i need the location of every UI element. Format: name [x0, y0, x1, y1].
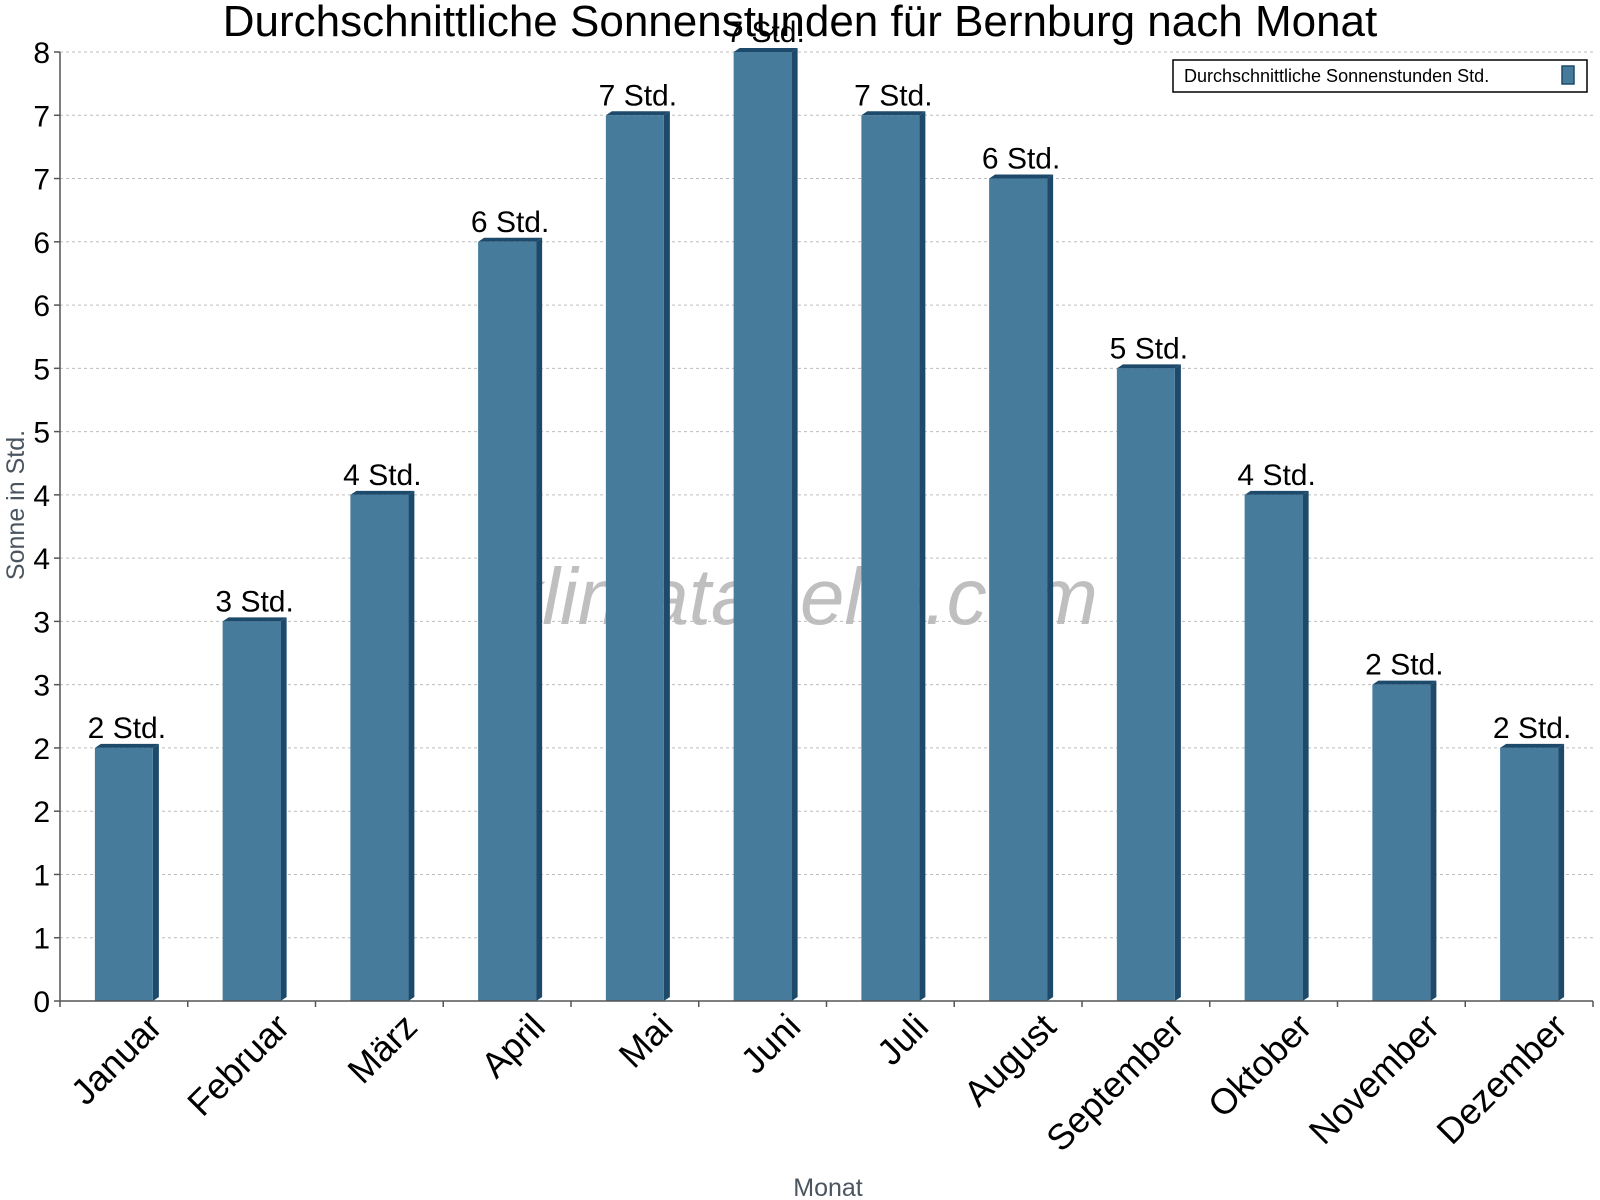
bar-side [663, 111, 670, 1002]
bar [861, 115, 920, 1002]
bar-side [1174, 364, 1181, 1001]
data-label: 2 Std. [88, 712, 166, 745]
chart-title: Durchschnittliche Sonnenstunden für Bern… [223, 0, 1377, 46]
bar-side [408, 490, 415, 1001]
data-label: 4 Std. [1237, 459, 1315, 492]
bar-top [478, 237, 543, 242]
data-label: 2 Std. [1365, 649, 1443, 682]
x-tick-label: Juni [733, 1006, 809, 1082]
data-label: 7 Std. [854, 79, 932, 112]
x-tick-label: April [473, 1006, 553, 1086]
bar [989, 178, 1048, 1002]
legend-swatch [1561, 65, 1575, 85]
y-tick-label: 2 [33, 796, 50, 829]
bar [350, 494, 409, 1001]
bar [94, 747, 153, 1001]
data-labels: 2 Std. 3 Std. 4 Std. 6 Std. 7 Std. 7 Std. 7 St… [88, 16, 1572, 745]
bar-top [1116, 364, 1181, 369]
x-tick-label: Oktober [1200, 1006, 1320, 1126]
bar-side [1558, 743, 1565, 1001]
x-axis-ticks: Januar Februar März April Mai Juni Juli AugustS… [59, 1001, 1594, 1160]
bar-top [1372, 680, 1437, 685]
bar-top [733, 48, 798, 52]
bar-top [222, 617, 287, 622]
legend: Durchschnittliche Sonnenstunden Std. [1172, 59, 1588, 93]
x-tick-label: November [1301, 1006, 1447, 1152]
y-axis-title: Sonne in Std. [2, 430, 30, 580]
data-label: 7 Std. [726, 16, 804, 49]
x-tick-label: März [339, 1006, 425, 1092]
y-tick-label: 3 [33, 606, 50, 639]
data-label: 6 Std. [982, 143, 1060, 176]
data-label: 4 Std. [343, 459, 421, 492]
bar-side [1302, 490, 1309, 1001]
y-tick-label: 7 [33, 164, 50, 197]
bar [478, 241, 537, 1002]
y-tick-label: 4 [33, 480, 50, 513]
y-tick-label: 7 [33, 100, 50, 133]
y-tick-label: 8 [33, 37, 50, 70]
bar-side [152, 743, 159, 1001]
data-label: 3 Std. [215, 585, 293, 618]
bar [605, 115, 664, 1002]
bars [94, 48, 1565, 1002]
data-label: 6 Std. [471, 206, 549, 239]
bar-side [791, 48, 798, 1001]
y-tick-label: 3 [33, 670, 50, 703]
bar [733, 52, 792, 1001]
bar-side [536, 237, 543, 1002]
legend-entry-label: Durchschnittliche Sonnenstunden Std. [1184, 66, 1489, 86]
bar [1372, 684, 1431, 1001]
bar [222, 621, 281, 1001]
data-label: 7 Std. [599, 79, 677, 112]
bar-side [1047, 174, 1054, 1002]
y-tick-label: 5 [33, 353, 50, 386]
y-tick-label: 4 [33, 543, 50, 576]
x-tick-label: Januar [63, 1006, 170, 1113]
y-tick-label: 1 [33, 859, 50, 892]
x-tick-label: Juli [869, 1006, 936, 1073]
data-label: 5 Std. [1110, 332, 1188, 365]
x-tick-label: August [956, 1006, 1064, 1114]
x-axis-title: Monat [793, 1174, 863, 1200]
bar-side [919, 111, 926, 1002]
bar [1244, 494, 1303, 1001]
grid-lines [60, 51, 1593, 939]
x-tick-label: Februar [179, 1006, 297, 1124]
x-tick-label: Mai [611, 1006, 681, 1076]
y-tick-label: 1 [33, 923, 50, 956]
y-tick-label: 5 [33, 417, 50, 450]
data-label: 2 Std. [1493, 712, 1571, 745]
bar-side [1430, 680, 1437, 1001]
x-tick-label: Dezember [1428, 1006, 1574, 1152]
y-tick-label: 6 [33, 290, 50, 323]
bar-side [280, 617, 287, 1001]
bar-top [989, 174, 1054, 179]
bar-top [1244, 490, 1309, 495]
x-tick-label: September [1038, 1006, 1192, 1160]
y-tick-label: 6 [33, 227, 50, 260]
bar-top [1500, 743, 1565, 748]
bar [1116, 368, 1175, 1001]
bar-top [861, 111, 926, 116]
y-tick-label: 0 [33, 986, 50, 1019]
y-tick-label: 2 [33, 733, 50, 766]
legend-box [1172, 59, 1588, 93]
bar-top [350, 490, 415, 495]
y-axis-ticks: 0 1 1 2 2 3 3 4 4 5 5 6 6 7 7 8 [33, 37, 60, 1019]
bar-top [94, 743, 159, 748]
bar [1500, 747, 1559, 1001]
bar-top [605, 111, 670, 116]
axes [59, 52, 1593, 1002]
